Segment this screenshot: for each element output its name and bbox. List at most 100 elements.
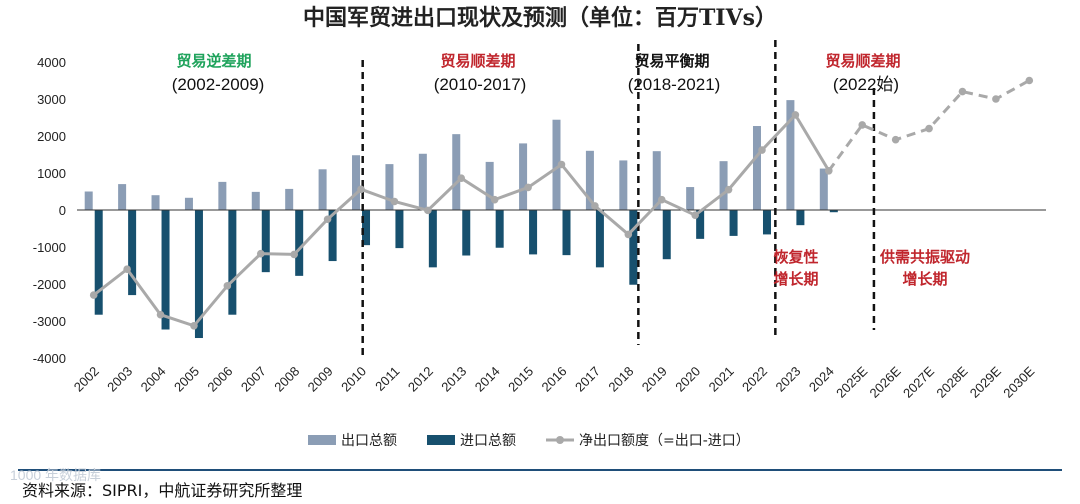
bar-export-2020 [686,187,695,210]
bar-export-2024 [819,168,828,210]
y-tick-label: 4000 [37,55,66,70]
bar-export-2013 [452,134,461,210]
x-tick-label: 2021 [706,364,737,395]
net-point-2013 [457,174,466,182]
x-tick-label: 2013 [438,364,469,395]
bar-import-2020 [696,210,705,239]
bar-export-2003 [118,184,127,210]
net-point-2021 [724,185,733,194]
bar-export-2004 [151,195,160,210]
x-tick-label: 2005 [171,364,202,395]
legend: 出口总额 进口总额 净出口额度（=出口-进口） [308,433,750,449]
bar-export-2022 [752,126,761,210]
legend-label-export: 出口总额 [341,433,397,449]
x-tick-label: 2012 [405,364,436,395]
net-point-2016 [557,160,566,169]
period-annotation-4: 贸易顺差期 (2022始) [825,52,900,94]
x-tick-label: 2006 [204,364,235,395]
x-tick-label: 2017 [572,364,603,395]
x-tick-label: 2030E [1000,363,1037,400]
net-point-2004 [156,310,165,319]
bars-layer [84,100,838,339]
period-years-4: (2022始) [833,75,899,94]
watermark-text: 1000 年数据库 [10,467,101,483]
bar-import-2021 [729,210,738,236]
net-point-2003 [123,265,131,274]
x-tick-label: 2015 [505,364,536,395]
bar-import-2009 [328,210,337,262]
bar-import-2013 [462,210,471,256]
bar-export-2008 [285,188,294,210]
bar-import-2012 [428,210,437,268]
y-tick-label: -3000 [33,314,66,329]
period-years-1: (2002-2009) [172,75,265,94]
bar-export-2005 [184,197,193,210]
legend-swatch-export [308,435,336,445]
net-point-2022 [758,146,766,154]
legend-label-import: 进口总额 [460,433,516,449]
y-tick-label: 0 [59,203,66,218]
x-tick-label: 2016 [539,364,570,395]
x-tick-label: 2011 [372,364,402,394]
x-tick-label: 2023 [772,364,803,395]
x-tick-label: 2002 [71,364,102,395]
bar-export-2012 [418,153,427,210]
x-tick-label: 2022 [739,364,770,395]
x-tick-label: 2010 [338,364,369,395]
bar-export-2002 [84,191,93,210]
chart-title: 中国军贸进出口现状及预测（单位：百万TIVs） [303,5,777,31]
y-tick-label: 2000 [37,129,66,144]
net-point-2024 [825,166,833,175]
source-note: 资料来源：SIPRI，中航证券研究所整理 [22,481,302,500]
legend-swatch-import [427,435,455,445]
x-tick-label: 2007 [238,364,269,395]
net-point-2006 [223,282,232,290]
bar-export-2017 [585,150,594,210]
net-point-2028E [958,87,967,96]
bar-export-2021 [719,161,728,210]
net-point-2015 [524,183,532,192]
phase-label-2-line1: 供需共振驱动 [879,248,970,266]
bar-export-2023 [786,100,795,210]
bar-import-2015 [529,210,538,255]
net-point-2026E [891,135,900,144]
period-annotation-3: 贸易平衡期 (2018-2021) [628,52,721,94]
net-point-2008 [290,250,298,259]
x-tick-label: 2025E [833,363,870,400]
bar-import-2014 [495,210,504,248]
net-line-actual [92,112,831,328]
period-annotation-1: 贸易逆差期 (2002-2009) [172,52,265,94]
phase-label-resonance: 供需共振驱动 增长期 [879,248,970,288]
period-title-4: 贸易顺差期 [825,52,900,70]
x-tick-label: 2008 [271,364,302,395]
bar-import-2008 [295,210,304,276]
bar-export-2018 [619,160,628,210]
period-title-1: 贸易逆差期 [176,52,251,70]
net-point-2007 [256,249,265,258]
bar-export-2011 [385,164,394,210]
net-export-line [89,76,1034,330]
x-tick-label: 2029E [967,363,1004,400]
bar-export-2009 [318,169,327,210]
y-tick-label: -4000 [33,351,66,366]
bar-import-2002 [94,210,103,315]
bar-import-2024 [829,210,838,213]
period-dividers [361,40,876,357]
legend-swatch-net-marker [556,436,564,444]
y-axis: -4000 -3000 -2000 -1000 0 1000 2000 3000 4000 [33,55,66,366]
bar-export-2016 [552,119,561,210]
bar-export-2010 [352,155,361,210]
net-point-2002 [89,291,98,299]
bar-export-2014 [485,161,494,210]
phase-label-1-line2: 增长期 [773,270,818,288]
period-years-2: (2010-2017) [434,75,527,94]
bar-import-2006 [228,210,237,315]
bar-import-2007 [261,210,270,273]
period-title-3: 贸易平衡期 [634,52,709,70]
bar-import-2003 [128,210,137,296]
period-title-2: 贸易顺差期 [440,52,515,70]
y-tick-label: 1000 [37,166,66,181]
x-tick-label: 2003 [104,364,135,395]
period-annotation-2: 贸易顺差期 (2010-2017) [434,52,527,94]
x-tick-label: 2028E [933,363,970,400]
